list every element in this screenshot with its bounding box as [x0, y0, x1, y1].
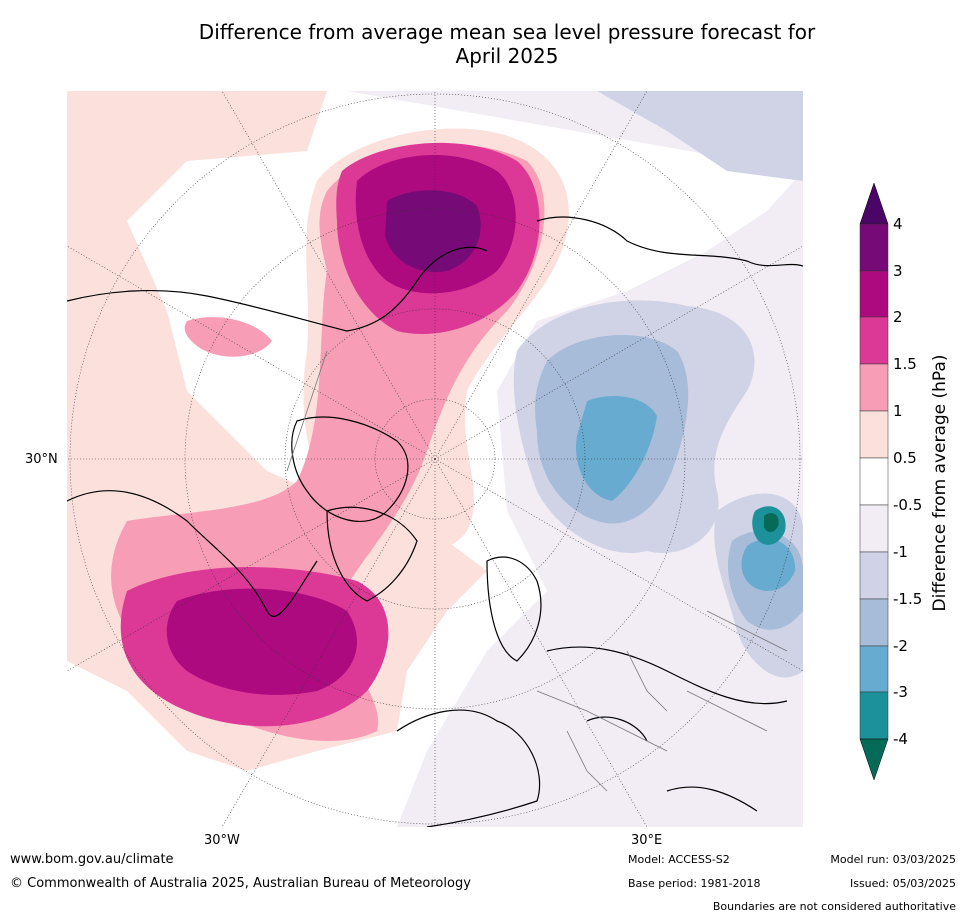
footer-model: Model: ACCESS-S2	[628, 853, 730, 866]
chart-title: Difference from average mean sea level p…	[0, 20, 965, 68]
colorbar-band	[859, 645, 889, 693]
colorbar-band	[859, 504, 889, 553]
colorbar-tick: 4	[893, 215, 903, 233]
map-svg	[67, 91, 803, 827]
footer-copyright: © Commonwealth of Australia 2025, Austra…	[10, 876, 471, 891]
footer-issued: Issued: 05/03/2025	[849, 877, 956, 890]
colorbar-tick: -3	[893, 683, 908, 701]
anomaly-minus-2-east	[741, 539, 796, 591]
colorbar-tick: 1.5	[893, 355, 917, 373]
colorbar-tick: 3	[893, 262, 903, 280]
anomaly-plus-1-small	[184, 317, 272, 357]
colorbar-tick: -1.5	[893, 590, 923, 608]
colorbar-band	[859, 363, 889, 412]
coastlines	[67, 216, 803, 827]
colorbar-band	[859, 223, 889, 272]
country-borders	[286, 350, 788, 792]
colorbar-tick: -2	[893, 637, 908, 655]
title-line-2: April 2025	[455, 44, 559, 68]
colorbar-extend-top	[859, 182, 889, 225]
colorbar-band	[859, 270, 889, 318]
graticule	[67, 91, 803, 827]
colorbar-tick: -4	[893, 730, 908, 748]
colorbar-band	[859, 410, 889, 459]
colorbar-band	[859, 551, 889, 600]
lon-label-30w: 30°W	[204, 833, 240, 848]
colorbar-band	[859, 598, 889, 647]
anomaly-plus-2-south	[166, 588, 357, 695]
footer-base-period: Base period: 1981-2018	[628, 877, 761, 890]
polar-map[interactable]	[67, 91, 803, 827]
colorbar-tick: 2	[893, 308, 903, 326]
footer-model-run: Model run: 03/03/2025	[830, 853, 956, 866]
footer-url[interactable]: www.bom.gov.au/climate	[10, 852, 174, 867]
colorbar-tick: -1	[893, 543, 908, 561]
lat-label-30n: 30°N	[25, 452, 58, 467]
title-line-1: Difference from average mean sea level p…	[198, 20, 816, 44]
colorbar-label: Difference from average (hPa)	[930, 354, 950, 612]
colorbar-tick: -0.5	[893, 496, 923, 514]
anomaly-minus-4-east	[764, 513, 779, 533]
colorbar-tick: 0.5	[893, 449, 917, 467]
anomaly-plus-3-north	[385, 190, 481, 272]
colorbar-tick: 1	[893, 402, 903, 420]
anomaly-minus-2	[576, 396, 657, 501]
lon-label-30e: 30°E	[631, 833, 663, 848]
colorbar-band	[859, 691, 889, 740]
footer-disclaimer: Boundaries are not considered authoritat…	[712, 900, 956, 913]
colorbar-band	[859, 457, 889, 506]
anomaly-minus-1-top	[597, 91, 803, 181]
colorbar-band	[859, 316, 889, 365]
colorbar-extend-bottom	[859, 738, 889, 781]
